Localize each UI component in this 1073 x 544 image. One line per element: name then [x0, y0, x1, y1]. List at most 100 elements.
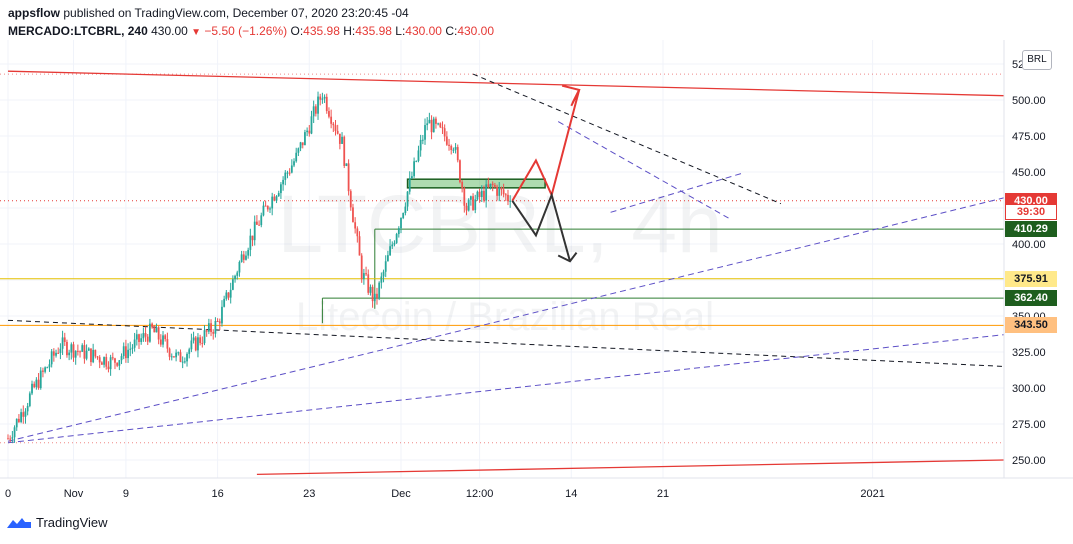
- candle-body: [18, 418, 20, 422]
- candle-body: [498, 187, 501, 196]
- candle-body: [419, 140, 422, 151]
- candle-body: [135, 334, 138, 340]
- candle-body: [275, 196, 278, 201]
- candle-body: [269, 208, 271, 210]
- candle-body: [411, 176, 413, 179]
- candle-body: [406, 191, 409, 207]
- currency-button[interactable]: BRL: [1022, 50, 1052, 70]
- candle-body: [260, 215, 263, 226]
- ohlc-line: MERCADO:LTCBRL, 240 430.00 ▼ −5.50 (−1.2…: [8, 22, 494, 42]
- candle-body: [338, 133, 341, 144]
- candle-body: [162, 335, 164, 345]
- candle-body: [240, 254, 243, 263]
- candle-body: [369, 286, 372, 293]
- price-change: −5.50 (−1.26%): [204, 24, 288, 38]
- candle-body: [212, 332, 215, 334]
- symbol-title: MERCADO:LTCBRL, 240: [8, 24, 148, 38]
- candle-body: [273, 196, 276, 201]
- candle-body: [345, 163, 348, 166]
- x-tick-label: 16: [211, 488, 223, 500]
- candle-body: [321, 98, 324, 100]
- candle-body: [238, 262, 241, 273]
- candle-body: [402, 212, 405, 218]
- candle-body: [98, 357, 101, 363]
- chart-header: appsflow published on TradingView.com, D…: [8, 4, 494, 42]
- price-label: 362.40: [1005, 290, 1057, 307]
- candle-body: [424, 125, 426, 140]
- low-value: 430.00: [405, 24, 442, 38]
- candle-body: [205, 330, 208, 332]
- candle-body: [284, 172, 287, 180]
- candle-body: [142, 333, 145, 339]
- publish-line: appsflow published on TradingView.com, D…: [8, 4, 494, 22]
- candle-body: [323, 96, 326, 99]
- y-tick-label: 475.00: [1012, 131, 1046, 143]
- x-tick-label: 21: [657, 488, 669, 500]
- candle-body: [456, 147, 459, 161]
- candle-body: [125, 346, 127, 359]
- watermark-name: Litecoin / Brazilian Real: [296, 295, 714, 339]
- purple-triangle-upper: [557, 121, 729, 219]
- candle-body: [256, 221, 258, 225]
- candle-body: [472, 196, 474, 211]
- candle-body: [496, 186, 498, 196]
- candle-body: [70, 344, 73, 353]
- candle-body: [317, 96, 319, 114]
- candle-body: [478, 191, 481, 198]
- candle-body: [247, 249, 250, 256]
- candle-body: [225, 292, 228, 299]
- trend-lines: [7, 70, 1004, 476]
- price-axis: 250.00275.00300.00325.00350.00375.00400.…: [1012, 59, 1046, 467]
- candle-body: [109, 357, 112, 370]
- candle-body: [31, 383, 33, 394]
- candle-body: [332, 123, 335, 126]
- candle-body: [493, 185, 496, 187]
- candle-body: [120, 356, 123, 361]
- candle-body: [197, 337, 199, 351]
- candle-body: [384, 261, 387, 272]
- candle-body: [210, 323, 212, 333]
- candle-body: [35, 379, 38, 388]
- candle-body: [480, 190, 483, 198]
- candle-body: [164, 335, 167, 340]
- candle-body: [395, 234, 398, 243]
- candle-body: [448, 144, 450, 146]
- y-tick-label: 400.00: [1012, 239, 1046, 251]
- candle-body: [266, 206, 269, 210]
- candle-body: [153, 327, 156, 333]
- candle-body: [28, 393, 31, 406]
- x-tick-label: 9: [123, 488, 129, 500]
- candle-body: [50, 351, 53, 365]
- candle-body: [127, 349, 129, 359]
- candle-body: [63, 337, 66, 342]
- black-dashed-resistance: [472, 73, 782, 205]
- candle-body: [151, 323, 153, 328]
- x-tick-label: 2021: [860, 488, 884, 500]
- candle-body: [192, 337, 195, 341]
- candle-body: [264, 205, 267, 207]
- candle-body: [103, 357, 105, 365]
- candle-body: [349, 191, 352, 208]
- candle-body: [253, 221, 256, 241]
- purple-dashed-channel-2: [7, 334, 1004, 444]
- candle-body: [85, 350, 88, 359]
- candle-body: [293, 161, 295, 166]
- candle-body: [133, 339, 136, 348]
- price-label: 39:30: [1005, 204, 1057, 221]
- open-value: 435.98: [303, 24, 340, 38]
- candle-body: [79, 351, 81, 353]
- candle-body: [26, 405, 29, 412]
- candle-body: [413, 161, 415, 177]
- candle-body: [441, 127, 444, 129]
- candle-body: [83, 345, 86, 359]
- candle-body: [310, 116, 313, 134]
- candle-body: [242, 254, 245, 260]
- footer-brand[interactable]: TradingView: [6, 515, 108, 530]
- candle-body: [118, 360, 121, 366]
- candle-body: [469, 196, 472, 200]
- candle-body: [437, 123, 440, 125]
- candle-body: [216, 320, 219, 322]
- bullish-projection-arrow: [511, 89, 581, 202]
- publisher-name[interactable]: appsflow: [8, 6, 61, 20]
